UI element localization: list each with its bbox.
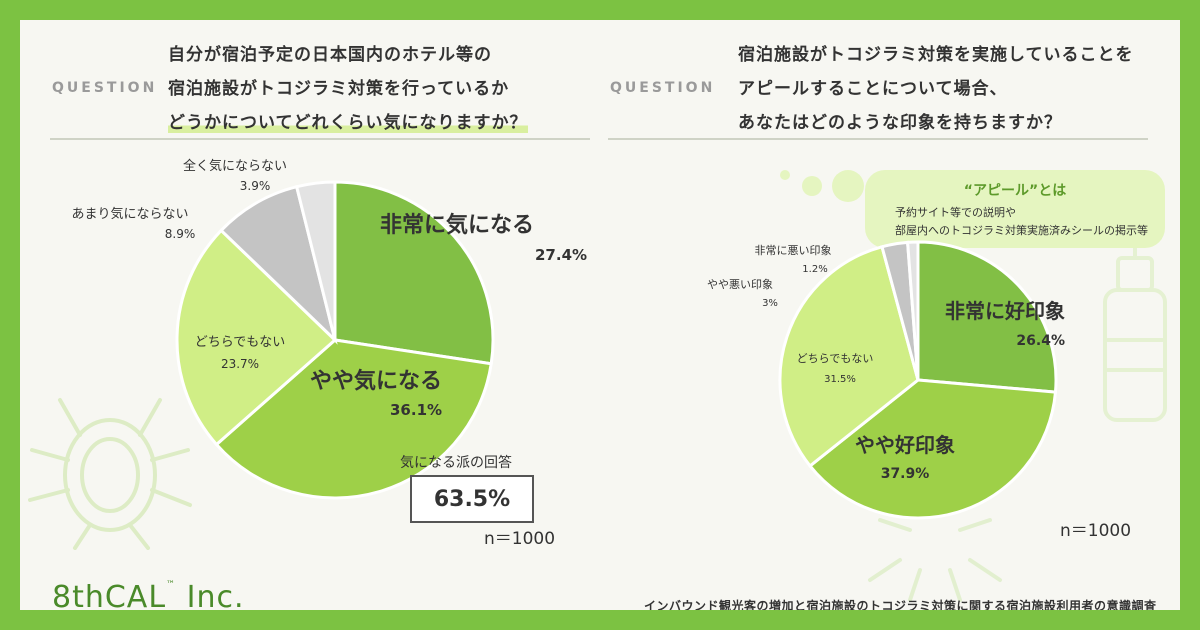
left-divider	[50, 138, 590, 140]
right-pie-slice-value: 31.5%	[824, 374, 856, 385]
callout-line: 部屋内へのトコジラミ対策実施済みシールの掲示等	[895, 224, 1148, 237]
left-pie-slice	[333, 180, 495, 366]
right-pie-slice	[905, 240, 920, 381]
right-divider	[608, 138, 1148, 140]
left-pie-slice-label: 全く気にならない	[183, 158, 287, 174]
right-pie-slice	[778, 244, 920, 469]
left-question-label: QUESTION	[52, 80, 158, 96]
left-pie-slice-label: どちらでもない	[195, 335, 286, 350]
logo-text: 8thCAL	[52, 580, 167, 610]
left-sample-size: n＝1000	[484, 529, 556, 549]
right-pie-slice-label: 非常に好印象	[945, 299, 1065, 323]
interested-answer-label: 気になる派の回答	[400, 455, 512, 471]
right-question-label: QUESTION	[610, 80, 716, 96]
left-pie-slice-label: 非常に気になる	[380, 212, 534, 238]
interested-answer-value: 63.5%	[410, 475, 534, 523]
right-pie-slice-value: 37.9%	[881, 466, 930, 482]
callout-bubble-large	[832, 170, 864, 202]
right-sample-size: n＝1000	[1060, 521, 1132, 541]
right-pie-slice-label: どちらでもない	[797, 352, 874, 365]
left-pie-slice-value: 27.4%	[535, 246, 587, 264]
callout-line: 予約サイト等での説明や	[895, 206, 1016, 219]
company-logo: 8thCAL™ Inc.	[52, 580, 245, 610]
appeal-definition-callout: “アピール”とは 予約サイト等での説明や 部屋内へのトコジラミ対策実施済みシール…	[865, 170, 1165, 248]
callout-bubble-small	[780, 170, 790, 180]
left-pie-slice	[294, 180, 337, 341]
left-pie-slice-value: 36.1%	[390, 401, 442, 419]
right-question-line: あなたはどのような印象を持ちますか？	[738, 113, 1062, 133]
left-question-line: どうかについてどれくらい気になりますか？	[168, 106, 588, 140]
left-pie-slice	[219, 184, 338, 345]
left-question-line-highlight: どうかについてどれくらい気になりますか？	[168, 113, 528, 133]
callout-bubble-medium	[802, 176, 822, 196]
left-pie-slice	[175, 228, 338, 447]
right-pie-slice-value: 1.2%	[802, 264, 827, 275]
left-pie-slice-value: 8.9%	[165, 227, 196, 241]
right-question-line: アピールすることについて場合、	[738, 79, 1008, 99]
left-question-line: 宿泊施設がトコジラミ対策を行っているか	[168, 79, 510, 99]
callout-body: 予約サイト等での説明や 部屋内へのトコジラミ対策実施済みシールの掲示等	[895, 204, 1148, 240]
left-pie-slice-value: 3.9%	[240, 179, 271, 193]
left-pie-slice	[214, 338, 493, 500]
right-pie-slice-value: 3%	[762, 298, 778, 309]
callout-title: “アピール”とは	[963, 183, 1067, 199]
left-question-text: 自分が宿泊予定の日本国内のホテル等の 宿泊施設がトコジラミ対策を行っているか ど…	[168, 38, 588, 140]
left-question-line: 自分が宿泊予定の日本国内のホテル等の	[168, 45, 492, 65]
infographic-panel: QUESTION 自分が宿泊予定の日本国内のホテル等の 宿泊施設がトコジラミ対策…	[20, 20, 1180, 610]
right-pie-slice-label: やや好印象	[855, 433, 955, 457]
right-pie-slice-value: 26.4%	[1016, 333, 1065, 349]
right-pie-slice	[807, 378, 1058, 520]
right-question-line: 宿泊施設がトコジラミ対策を実施していることを	[738, 45, 1134, 65]
right-pie-slice-label: 非常に悪い印象	[755, 244, 832, 257]
left-pie-slice-value: 23.7%	[221, 357, 259, 371]
left-pie-slice-label: やや気になる	[310, 368, 442, 394]
spray-bottle-icon	[1103, 236, 1167, 422]
left-pie-slice-label: あまり気にならない	[71, 206, 188, 222]
right-question-text: 宿泊施設がトコジラミ対策を実施していることを アピールすることについて場合、 あ…	[738, 38, 1168, 140]
logo-trademark: ™	[166, 580, 177, 590]
bug-outline-icon	[868, 518, 1002, 602]
bug-illustration-icon	[28, 398, 192, 550]
survey-title-footnote: インバウンド観光客の増加と宿泊施設のトコジラミ対策に関する宿泊施設利用者の意識調…	[644, 599, 1157, 610]
right-pie-slice-label: やや悪い印象	[707, 278, 773, 291]
right-pie-slice	[916, 240, 1058, 394]
logo-suffix: Inc.	[186, 580, 245, 610]
